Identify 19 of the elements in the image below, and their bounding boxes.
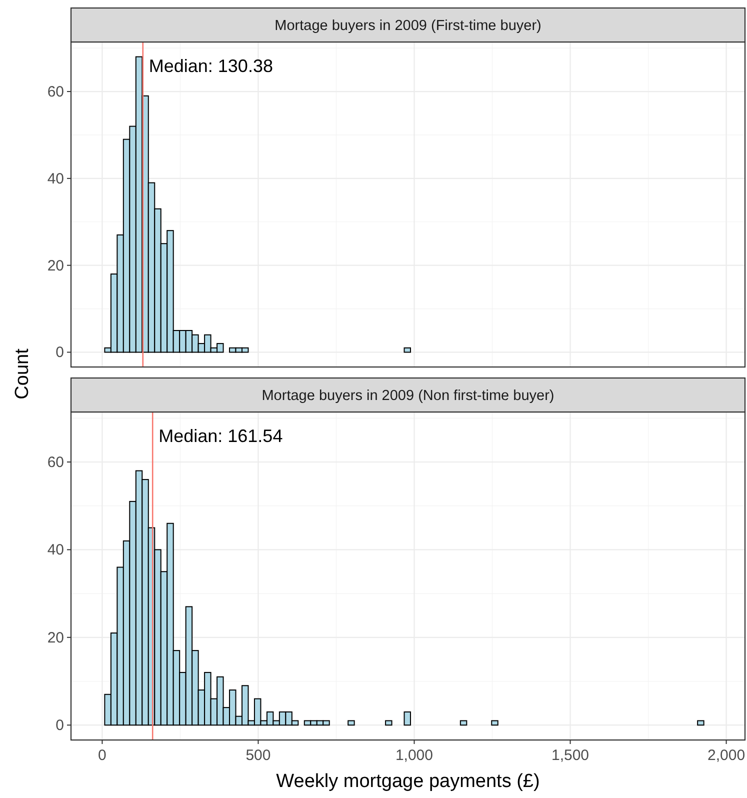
y-tick-label: 60 (47, 84, 64, 101)
ref-line-label: Median: 161.54 (158, 426, 283, 446)
y-tick-label: 20 (47, 257, 64, 274)
y-tick-label: 0 (56, 717, 64, 734)
x-tick-label: 2,000 (708, 747, 746, 764)
y-tick-label: 0 (56, 344, 64, 362)
x-tick-label: 0 (98, 747, 106, 764)
x-tick-label: 500 (246, 747, 271, 764)
chart-title: Mortage buyers in 2009 (Non first-time buyer) (262, 388, 554, 404)
x-tick-label: 1,500 (551, 747, 590, 764)
x-axis-title: Weekly mortgage payments (£) (276, 771, 540, 792)
y-axis-title: Count (12, 348, 33, 400)
ref-line-label: Median: 130.38 (148, 56, 273, 76)
y-tick-label: 20 (47, 629, 64, 646)
y-tick-label: 40 (47, 542, 64, 559)
y-tick-label: 40 (47, 170, 64, 188)
y-tick-label: 60 (47, 454, 64, 471)
x-tick-label: 1,000 (395, 747, 434, 764)
chart-title: Mortage buyers in 2009 (First-time buyer) (274, 18, 542, 34)
